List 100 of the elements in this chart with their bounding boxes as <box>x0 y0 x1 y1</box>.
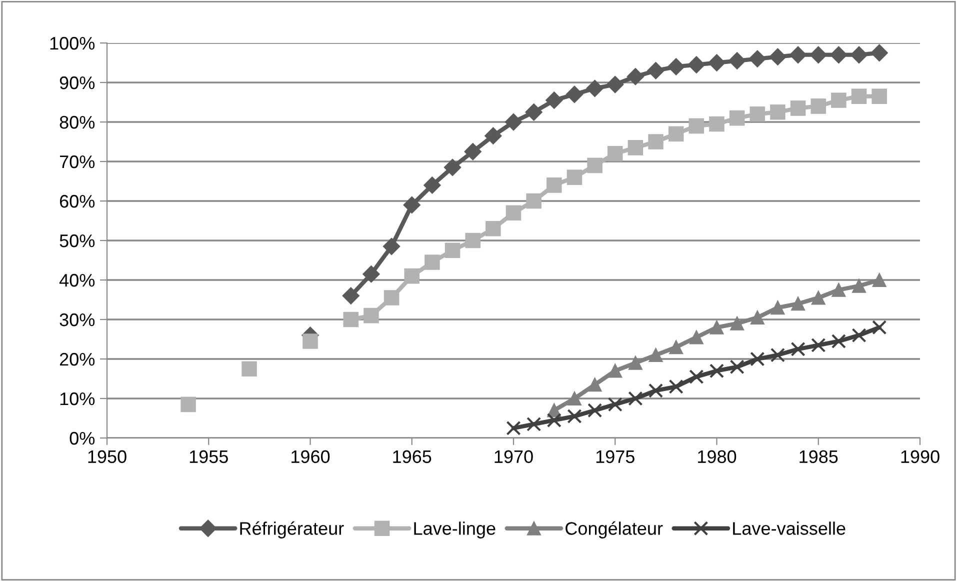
point <box>647 62 664 80</box>
point <box>364 308 379 324</box>
point <box>668 379 684 394</box>
point <box>588 403 602 418</box>
y-tick-label: 20% <box>60 352 95 366</box>
point <box>872 320 887 335</box>
point <box>424 176 441 194</box>
point <box>343 312 359 328</box>
legend-label: Réfrigérateur <box>240 521 344 538</box>
point <box>362 266 380 283</box>
x-tick-label: 1990 <box>901 450 940 464</box>
point <box>506 420 521 436</box>
point <box>770 300 785 315</box>
point <box>484 127 502 144</box>
point <box>424 254 440 270</box>
y-tick-label: 90% <box>60 76 95 90</box>
point <box>444 158 462 176</box>
point <box>586 80 604 97</box>
y-tick-label: 0% <box>70 432 95 445</box>
point <box>728 52 746 70</box>
x-tick-label: 1950 <box>88 450 126 464</box>
x-tick-label: 1960 <box>292 450 330 464</box>
legend-label: Lave-linge <box>414 522 496 538</box>
point <box>566 86 584 103</box>
y-tick-label: 100% <box>50 36 95 50</box>
point <box>708 54 726 72</box>
point <box>566 170 582 185</box>
x-tick-label: 1985 <box>800 450 838 464</box>
point <box>546 92 563 109</box>
point <box>608 397 622 412</box>
point <box>750 352 765 366</box>
point <box>850 46 868 64</box>
point <box>852 328 866 343</box>
point <box>769 48 786 66</box>
point <box>831 92 846 108</box>
point <box>628 356 642 370</box>
point <box>851 88 867 104</box>
point <box>444 242 460 258</box>
point <box>384 290 400 306</box>
point <box>628 391 643 406</box>
y-tick-label: 10% <box>60 392 95 406</box>
legend-label: Lave-vaisselle <box>733 522 846 535</box>
point <box>831 334 846 349</box>
point <box>588 378 602 392</box>
x-tick-label: 1965 <box>393 450 432 464</box>
point <box>870 44 888 62</box>
point <box>525 104 542 121</box>
point <box>568 392 582 406</box>
point <box>403 196 420 214</box>
x-tick-label: 1970 <box>494 450 533 464</box>
point <box>302 334 318 349</box>
point <box>688 56 705 74</box>
x-tick-label: 1955 <box>190 450 228 464</box>
point <box>811 338 826 352</box>
point <box>242 361 257 377</box>
point <box>648 134 664 150</box>
point <box>607 146 623 162</box>
point <box>668 126 684 142</box>
point <box>669 340 684 354</box>
point <box>852 278 866 293</box>
point <box>709 364 724 378</box>
point <box>526 193 542 209</box>
point <box>689 330 704 344</box>
point <box>872 88 887 104</box>
point <box>832 282 846 297</box>
point <box>342 287 360 304</box>
point <box>567 408 582 424</box>
point <box>628 140 644 156</box>
point <box>668 58 685 76</box>
point <box>872 273 886 287</box>
point <box>587 158 602 174</box>
point <box>710 320 724 334</box>
point <box>648 348 663 362</box>
point <box>608 364 622 378</box>
point <box>709 116 724 132</box>
point <box>810 46 827 64</box>
point <box>486 221 501 236</box>
point <box>748 50 766 68</box>
point <box>464 143 482 160</box>
y-tick-label: 40% <box>59 274 95 287</box>
point <box>606 76 624 94</box>
point <box>180 396 196 412</box>
y-tick-label: 50% <box>60 234 95 248</box>
point <box>526 416 542 432</box>
point <box>830 46 848 64</box>
x-tick-label: 1975 <box>596 450 634 464</box>
point <box>404 268 420 284</box>
point <box>750 310 764 324</box>
point <box>811 290 826 305</box>
y-tick-label: 80% <box>60 116 95 129</box>
point <box>790 342 806 356</box>
point <box>504 113 522 131</box>
point <box>383 238 400 255</box>
point <box>750 106 766 122</box>
point <box>810 98 826 114</box>
point <box>770 104 786 120</box>
point <box>546 412 562 428</box>
point <box>546 178 562 193</box>
point <box>791 296 805 311</box>
point <box>626 68 644 86</box>
